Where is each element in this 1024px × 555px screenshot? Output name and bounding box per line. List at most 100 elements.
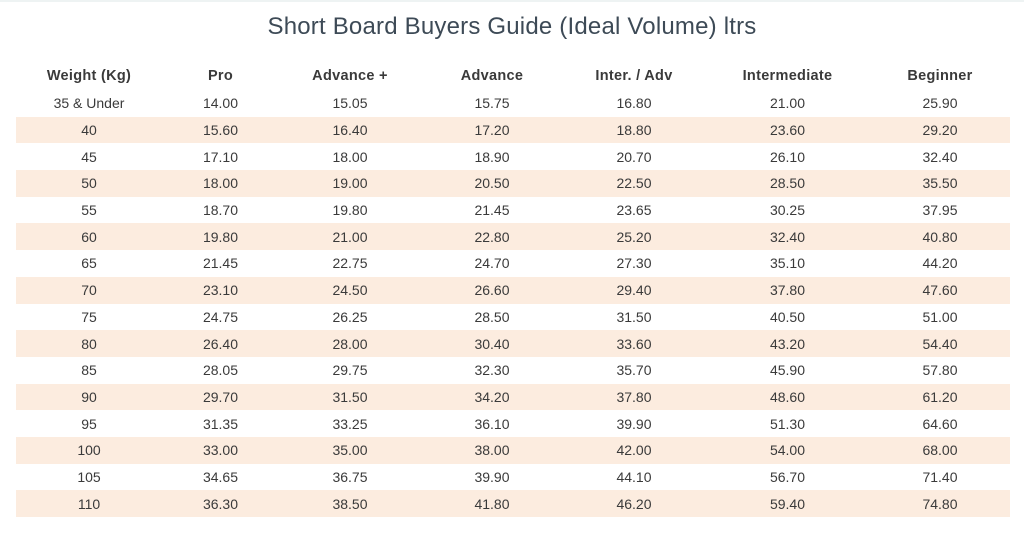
inter-adv-cell: 42.00 — [563, 436, 705, 464]
header-inter-adv: Inter. / Adv — [595, 68, 673, 84]
advance-plus-cell: 35.00 — [279, 436, 421, 464]
inter-adv-cell: 23.65 — [616, 202, 652, 219]
beginner-cell: 68.00 — [870, 436, 1010, 464]
advance-cell: 32.30 — [474, 362, 510, 379]
advance-cell: 22.80 — [421, 223, 563, 251]
weight-cell: 80 — [16, 330, 162, 357]
weight-cell: 90 — [16, 383, 162, 411]
table-row: 90 29.70 31.50 34.20 37.80 48.60 61.20 — [16, 383, 1010, 411]
beginner-cell: 71.40 — [922, 468, 958, 485]
header-row: Weight (Kg) Pro Advance + Advance Inter. / A… — [16, 62, 1010, 90]
advance-plus-cell: 19.00 — [279, 170, 421, 197]
table-row: 85 28.05 29.75 32.30 35.70 45.90 57.80 — [16, 357, 1010, 384]
advance-cell: 15.75 — [474, 95, 510, 112]
intermediate-cell: 32.40 — [705, 223, 870, 251]
table-row: 45 17.10 18.00 18.90 20.70 26.10 32.40 — [16, 143, 1010, 170]
pro-cell: 19.80 — [162, 223, 279, 251]
weight-cell: 50 — [16, 170, 162, 197]
inter-adv-cell: 31.50 — [616, 308, 652, 325]
advance-cell: 28.50 — [474, 308, 510, 325]
pro-cell: 28.05 — [202, 362, 239, 379]
intermediate-cell: 54.00 — [705, 436, 870, 464]
intermediate-cell: 26.10 — [769, 148, 806, 165]
header-pro: Pro — [207, 68, 234, 84]
advance-plus-cell: 24.50 — [279, 276, 421, 304]
beginner-cell: 35.50 — [870, 170, 1010, 197]
table-row: 100 33.00 35.00 38.00 42.00 54.00 68.00 — [16, 436, 1010, 464]
advance-plus-cell: 21.00 — [279, 223, 421, 251]
pro-cell: 23.10 — [162, 276, 279, 304]
intermediate-cell: 59.40 — [705, 490, 870, 517]
beginner-cell: 47.60 — [870, 276, 1010, 304]
intermediate-cell: 35.10 — [769, 255, 806, 272]
weight-cell: 110 — [16, 490, 162, 517]
table-row: 50 18.00 19.00 20.50 22.50 28.50 35.50 — [16, 170, 1010, 197]
beginner-cell: 51.00 — [922, 308, 958, 325]
intermediate-cell: 48.60 — [705, 383, 870, 411]
pro-cell: 18.70 — [202, 202, 239, 219]
advance-cell: 41.80 — [421, 490, 563, 517]
header-weight: Weight (Kg) — [46, 68, 132, 84]
beginner-cell: 37.95 — [922, 202, 958, 219]
weight-cell: 55 — [81, 202, 97, 219]
advance-plus-cell: 22.75 — [332, 255, 368, 272]
beginner-cell: 40.80 — [870, 223, 1010, 251]
advance-plus-cell: 38.50 — [279, 490, 421, 517]
advance-plus-cell: 29.75 — [332, 362, 368, 379]
table-body: 35 & Under 14.00 15.05 15.75 16.80 21.00 25.90… — [16, 90, 1010, 517]
table-row: 80 26.40 28.00 30.40 33.60 43.20 54.40 — [16, 330, 1010, 357]
table-row: 110 36.30 38.50 41.80 46.20 59.40 74.80 — [16, 490, 1010, 517]
header-intermediate: Intermediate — [742, 68, 833, 84]
inter-adv-cell: 29.40 — [563, 276, 705, 304]
inter-adv-cell: 46.20 — [563, 490, 705, 517]
beginner-cell: 64.60 — [922, 415, 958, 432]
advance-plus-cell: 28.00 — [279, 330, 421, 357]
intermediate-cell: 21.00 — [769, 95, 806, 112]
pro-cell: 29.70 — [162, 383, 279, 411]
beginner-cell: 44.20 — [922, 255, 958, 272]
inter-adv-cell: 39.90 — [616, 415, 652, 432]
header-advance-plus: Advance + — [312, 68, 388, 84]
table-row: 55 18.70 19.80 21.45 23.65 30.25 37.95 — [16, 197, 1010, 224]
intermediate-cell: 37.80 — [705, 276, 870, 304]
advance-plus-cell: 15.05 — [332, 95, 368, 112]
weight-cell: 75 — [81, 308, 97, 325]
beginner-cell: 54.40 — [870, 330, 1010, 357]
intermediate-cell: 30.25 — [769, 202, 806, 219]
advance-cell: 36.10 — [474, 415, 510, 432]
table-row: 35 & Under 14.00 15.05 15.75 16.80 21.00 25.90 — [16, 90, 1010, 117]
table-row: 70 23.10 24.50 26.60 29.40 37.80 47.60 — [16, 276, 1010, 304]
pro-cell: 15.60 — [162, 116, 279, 144]
table-row: 95 31.35 33.25 36.10 39.90 51.30 64.60 — [16, 410, 1010, 437]
header-beginner: Beginner — [907, 68, 973, 84]
advance-cell: 17.20 — [421, 116, 563, 144]
weight-cell: 70 — [16, 276, 162, 304]
intermediate-cell: 56.70 — [769, 468, 806, 485]
pro-cell: 17.10 — [202, 148, 239, 165]
weight-cell: 60 — [16, 223, 162, 251]
inter-adv-cell: 35.70 — [616, 362, 652, 379]
weight-cell: 105 — [77, 468, 101, 485]
page-title: Short Board Buyers Guide (Ideal Volume) … — [267, 13, 757, 40]
table-row: 105 34.65 36.75 39.90 44.10 56.70 71.40 — [16, 464, 1010, 491]
table-row: 65 21.45 22.75 24.70 27.30 35.10 44.20 — [16, 250, 1010, 277]
advance-cell: 18.90 — [474, 148, 510, 165]
pro-cell: 36.30 — [162, 490, 279, 517]
pro-cell: 24.75 — [202, 308, 239, 325]
pro-cell: 14.00 — [202, 95, 239, 112]
beginner-cell: 74.80 — [870, 490, 1010, 517]
intermediate-cell: 40.50 — [769, 308, 806, 325]
beginner-cell: 61.20 — [870, 383, 1010, 411]
pro-cell: 18.00 — [162, 170, 279, 197]
advance-plus-cell: 36.75 — [332, 468, 368, 485]
advance-plus-cell: 26.25 — [332, 308, 368, 325]
table-row: 75 24.75 26.25 28.50 31.50 40.50 51.00 — [16, 304, 1010, 331]
inter-adv-cell: 18.80 — [563, 116, 705, 144]
inter-adv-cell: 37.80 — [563, 383, 705, 411]
beginner-cell: 57.80 — [922, 362, 958, 379]
inter-adv-cell: 16.80 — [616, 95, 652, 112]
intermediate-cell: 28.50 — [705, 170, 870, 197]
pro-cell: 31.35 — [202, 415, 239, 432]
intermediate-cell: 43.20 — [705, 330, 870, 357]
advance-plus-cell: 19.80 — [332, 202, 368, 219]
